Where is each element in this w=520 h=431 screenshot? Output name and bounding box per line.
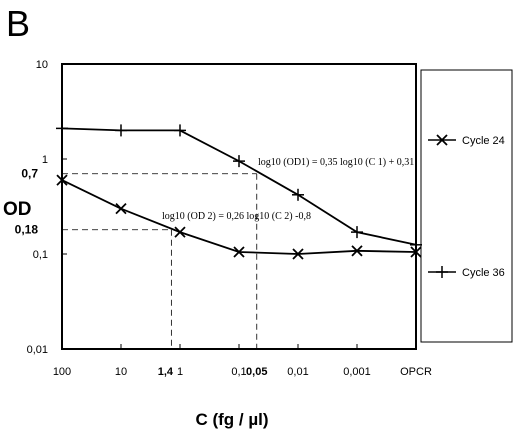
reference-lines <box>62 173 258 349</box>
y-axis-ticks: 10 1 0,1 0,01 0,7 0,18 <box>15 59 67 356</box>
x-tick-label: 0,01 <box>287 366 308 378</box>
point-marker-x <box>410 246 422 258</box>
x-axis-ticks: 100 10 1 0,1 0,01 0,001 OPCR 1,4 0,05 <box>53 344 432 378</box>
x-tick-label: 0,1 <box>231 366 246 378</box>
x-extra-tick-label: 1,4 <box>158 366 174 378</box>
y-tick-label: 10 <box>36 59 48 71</box>
y-tick-label: 0,01 <box>27 344 48 356</box>
point-marker-x <box>351 245 363 257</box>
x-tick-label: 10 <box>115 366 127 378</box>
x-tick-label: 100 <box>53 366 71 378</box>
y-axis-label: OD <box>3 199 32 220</box>
y-extra-tick-label: 0,18 <box>15 223 39 237</box>
legend-item: Cycle 36 <box>428 266 505 279</box>
x-extra-tick-label: 0,05 <box>246 366 267 378</box>
point-marker-x <box>174 226 186 238</box>
x-tick-label: 1 <box>177 366 183 378</box>
legend-box <box>420 69 513 343</box>
equation-cycle-36: log10 (OD1) = 0,35 log10 (C 1) + 0,31 <box>258 157 414 168</box>
y-tick-label: 0,1 <box>33 249 48 261</box>
x-axis-label: C (fg / µl) <box>195 410 268 429</box>
panel-label: B <box>6 3 30 44</box>
y-extra-tick-label: 0,7 <box>21 167 38 181</box>
series-line <box>61 127 417 246</box>
series-cycle-36 <box>56 122 422 251</box>
point-marker-x <box>292 248 304 260</box>
series-group <box>56 122 422 260</box>
point-marker-x <box>115 203 127 215</box>
legend: Cycle 24 Cycle 36 <box>428 134 505 279</box>
legend-label: Cycle 36 <box>462 267 505 279</box>
legend-item: Cycle 24 <box>428 134 505 147</box>
x-tick-label: 0,001 <box>343 366 371 378</box>
point-marker-x <box>436 134 448 146</box>
point-marker-x <box>233 246 245 258</box>
point-marker-x <box>56 174 68 186</box>
legend-label: Cycle 24 <box>462 135 505 147</box>
equation-cycle-24: log10 (OD 2) = 0,26 log10 (C 2) -0,8 <box>162 211 311 222</box>
x-tick-label: OPCR <box>400 366 432 378</box>
series-cycle-24 <box>56 174 422 260</box>
y-tick-label: 1 <box>42 154 48 166</box>
